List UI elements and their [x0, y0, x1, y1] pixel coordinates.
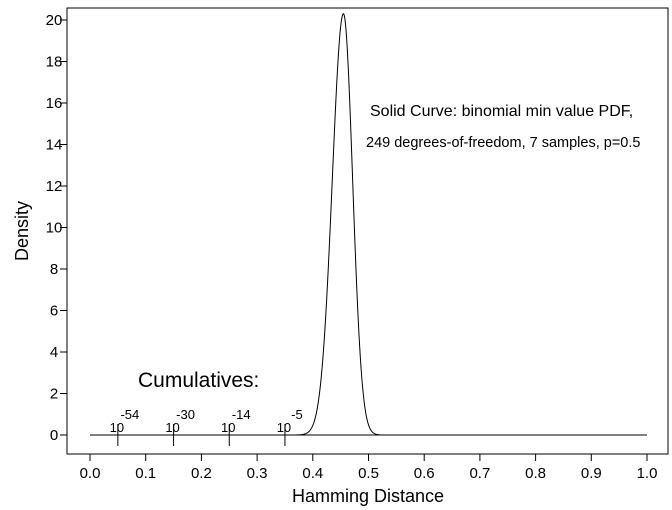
y-tick-label: 14	[46, 137, 63, 154]
y-tick-label: 12	[46, 178, 63, 195]
y-tick-label: 8	[50, 261, 58, 278]
y-tick-label: 0	[50, 427, 58, 444]
x-tick-label: 0.4	[302, 465, 323, 482]
y-tick-label: 18	[46, 54, 63, 71]
x-tick-label: 0.8	[525, 465, 546, 482]
x-tick-label: 0.7	[469, 465, 490, 482]
cumulative-exponent-label: -14	[232, 407, 251, 422]
pdf-curve	[296, 13, 380, 436]
x-axis: 0.0 0.1 0.2 0.3 0.4 0.5 0.6 0.7 0.8 0.9 1.0	[80, 453, 658, 482]
x-tick-label: 0.3	[247, 465, 268, 482]
x-tick-label: 0.6	[414, 465, 435, 482]
x-tick-label: 1.0	[637, 465, 658, 482]
annotation-line-2: 249 degrees-of-freedom, 7 samples, p=0.5	[366, 135, 640, 151]
annotation-line-1: Solid Curve: binomial min value PDF,	[370, 103, 633, 120]
y-tick-label: 10	[46, 220, 63, 237]
cumulative-exponent-label: -54	[120, 407, 139, 422]
x-tick-label: 0.2	[191, 465, 212, 482]
y-tick-label: 20	[46, 12, 63, 29]
y-tick-label: 2	[50, 386, 58, 403]
cumulative-exponent-label: -5	[291, 407, 303, 422]
x-tick-label: 0.9	[581, 465, 602, 482]
y-axis: 0 2 4 6 8 10 12 14 16 18 20	[46, 12, 68, 444]
x-tick-label: 0.0	[80, 465, 101, 482]
y-tick-label: 4	[50, 344, 58, 361]
x-axis-title: Hamming Distance	[292, 486, 444, 506]
cumulatives-title: Cumulatives:	[138, 369, 259, 392]
y-tick-label: 6	[50, 303, 58, 320]
y-tick-label: 16	[46, 95, 63, 112]
x-tick-label: 0.1	[135, 465, 156, 482]
cumulative-base-label: 10	[110, 420, 124, 435]
cumulative-base-label: 10	[277, 420, 291, 435]
y-axis-title: Density	[12, 201, 32, 261]
cumulative-exponent-label: -30	[176, 407, 195, 422]
cumulative-base-label: 10	[221, 420, 235, 435]
x-tick-label: 0.5	[358, 465, 379, 482]
cumulative-base-label: 10	[165, 420, 179, 435]
